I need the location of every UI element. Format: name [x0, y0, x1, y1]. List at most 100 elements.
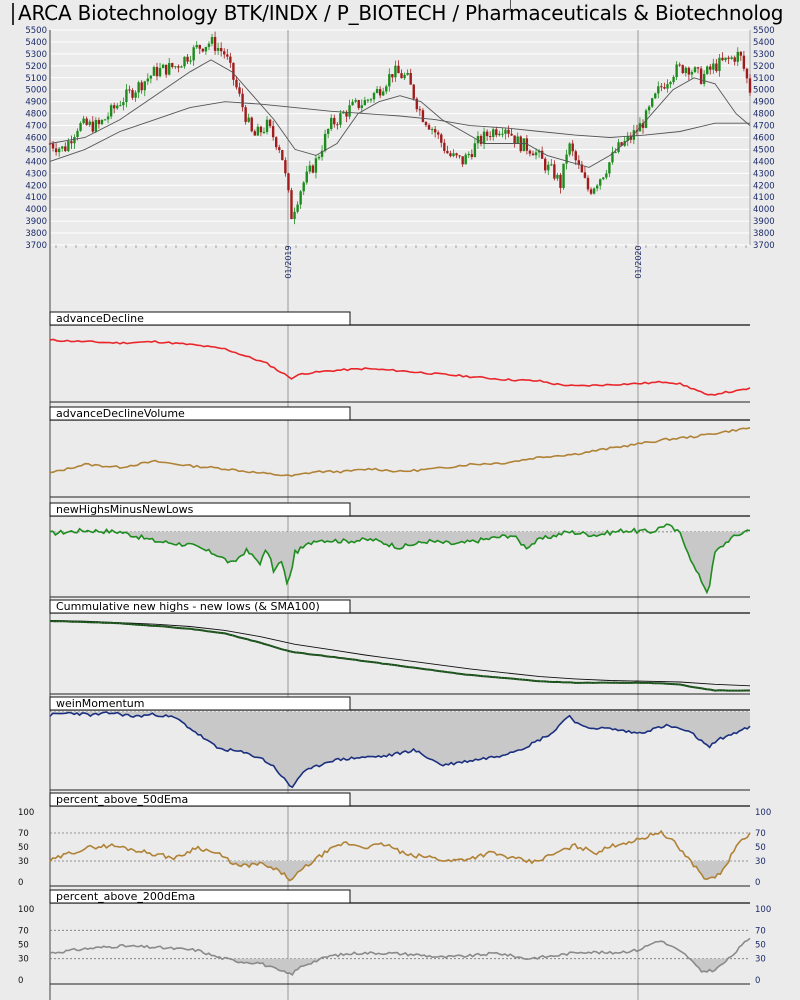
candle-body [229, 56, 232, 63]
candle-body [271, 126, 275, 138]
candle-body [696, 67, 700, 69]
candle-body [516, 136, 519, 144]
panel-title: advanceDecline [56, 312, 144, 325]
panel-title-tab [49, 502, 351, 517]
y-tick-label-left: 3900 [25, 217, 47, 227]
candle-body [715, 63, 718, 72]
y-tick-label-left: 70 [18, 829, 29, 839]
y-tick-label-right: 3900 [753, 217, 775, 227]
panel-title-tab [49, 792, 351, 807]
candle-body [207, 43, 211, 47]
candle-body [67, 141, 70, 152]
candle-body [336, 124, 339, 126]
candle-body [473, 143, 477, 158]
candle-body [455, 153, 458, 156]
candle-body [201, 48, 205, 52]
candle-body [687, 67, 691, 75]
candle-body [134, 92, 137, 98]
series-line [49, 829, 751, 882]
y-tick-label-left: 5200 [25, 62, 47, 72]
candle-body [76, 130, 79, 138]
y-tick-label-right: 70 [755, 829, 766, 839]
candle-body [574, 151, 577, 161]
candle-body [495, 129, 498, 136]
panel-title-tab [49, 889, 351, 904]
sma200-line [49, 101, 750, 162]
candle-body [213, 36, 217, 51]
y-tick-label-left: 50 [18, 843, 29, 853]
candle-body [100, 119, 104, 125]
candle-body [354, 100, 357, 102]
candle-body [602, 177, 605, 180]
candle-body [599, 179, 602, 186]
candle-body [109, 105, 113, 117]
y-tick-label-left: 5400 [25, 38, 47, 48]
candle-body [727, 57, 730, 59]
candle-body [718, 57, 721, 72]
y-tick-label-right: 3800 [753, 229, 775, 239]
candle-body [348, 105, 351, 117]
candle-body [522, 138, 525, 152]
candle-body [617, 142, 620, 152]
candle-body [278, 147, 281, 151]
y-tick-label-left: 4400 [25, 157, 47, 167]
candle-body [669, 82, 672, 85]
candle-body [684, 67, 688, 74]
candle-body [57, 148, 61, 153]
candle-body [550, 164, 553, 166]
series-line [49, 523, 751, 595]
candle-body [158, 68, 162, 77]
candle-body [663, 87, 666, 89]
candle-body [424, 121, 428, 126]
candle-body [378, 89, 382, 96]
candle-body [543, 158, 547, 171]
candle-body [284, 160, 287, 174]
candle-body [397, 65, 400, 74]
y-tick-label-left: 3800 [25, 229, 47, 239]
y-tick-label-left: 0 [18, 976, 23, 986]
y-tick-label-right: 30 [755, 857, 766, 867]
candle-body [137, 82, 140, 93]
candle-body [626, 136, 629, 141]
candle-body [293, 211, 296, 220]
y-tick-label-right: 70 [755, 926, 766, 936]
candle-body [470, 154, 474, 158]
candle-body [281, 150, 284, 161]
candle-body [403, 74, 406, 79]
y-tick-label-left: 3700 [25, 241, 47, 251]
candle-body [180, 66, 183, 68]
candle-body [168, 63, 171, 75]
candle-body [287, 173, 290, 191]
candle-body [149, 75, 153, 79]
candle-body [681, 65, 684, 74]
y-tick-label-right: 30 [755, 955, 766, 965]
x-date-label: 01/2020 [634, 245, 643, 278]
candle-body [363, 100, 367, 106]
series-highlight [49, 620, 750, 691]
below-baseline-fill [50, 712, 750, 788]
candle-body [647, 106, 651, 111]
candle-body [366, 99, 370, 101]
candle-body [351, 101, 354, 106]
candle-body [534, 152, 538, 156]
candle-body [565, 154, 568, 164]
y-tick-label-right: 5400 [753, 38, 775, 48]
candle-body [174, 66, 177, 68]
candle-body [482, 131, 486, 144]
candle-body [693, 67, 697, 73]
candle-body [742, 55, 746, 69]
candle-body [586, 177, 590, 190]
candle-body [388, 74, 391, 87]
y-tick-label-left: 5100 [25, 74, 47, 84]
candle-body [94, 120, 98, 132]
candle-body [64, 146, 67, 152]
candle-body [85, 118, 88, 125]
y-tick-label-right: 4000 [753, 205, 775, 215]
candle-body [79, 123, 82, 131]
candle-body [323, 133, 327, 151]
candle-body [241, 93, 244, 108]
candle-body [253, 131, 257, 136]
candle-body [314, 158, 318, 173]
panel-title: Cummulative new highs - new lows (& SMA1… [56, 600, 320, 613]
candle-body [394, 65, 397, 78]
